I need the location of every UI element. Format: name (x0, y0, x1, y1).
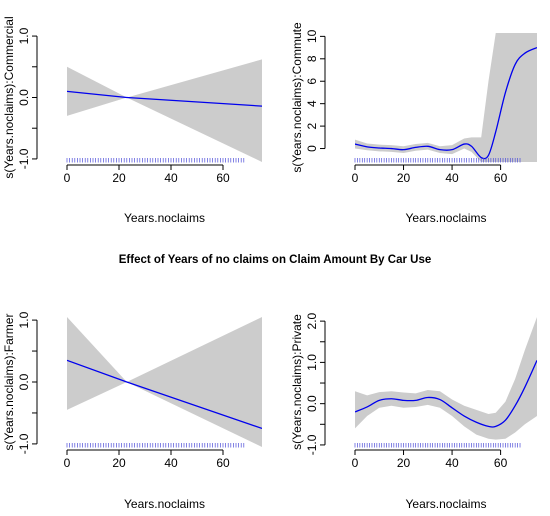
fitted-smooth-line (355, 360, 537, 428)
x-axis: 0 20 40 60 Years.noclaims (352, 164, 508, 225)
rug-marks (66, 443, 245, 448)
y-axis: -1.0 0.0 1.0 2.0s(Years.noclaims):Private (290, 312, 326, 455)
y-tick-label: 10 (305, 29, 319, 43)
x-tick-label: 40 (164, 171, 178, 185)
y-tick-label: 0.0 (17, 89, 31, 106)
rug-marks (354, 443, 521, 448)
y-tick-label: 0 (305, 145, 319, 152)
x-tick-label: 0 (64, 456, 71, 470)
y-tick-label: 0.0 (305, 395, 319, 412)
y-tick-label: -1.0 (17, 148, 31, 169)
x-tick-label: 0 (352, 456, 359, 470)
x-tick-label: 20 (112, 171, 126, 185)
x-axis-title: Years.noclaims (406, 211, 487, 225)
x-tick-label: 20 (397, 456, 411, 470)
y-tick-label: 0.0 (17, 373, 31, 390)
y-axis-title: s(Years.noclaims):Commercial (2, 16, 16, 178)
y-tick-label: 1.0 (17, 311, 31, 328)
confidence-band (355, 33, 537, 162)
x-tick-label: 20 (112, 456, 126, 470)
x-axis-title: Years.noclaims (124, 497, 205, 511)
y-tick-label: -1.0 (17, 433, 31, 454)
y-axis-title: s(Years.noclaims):Farmer (2, 314, 16, 451)
x-tick-label: 60 (494, 456, 508, 470)
y-axis: -1.0 0.0 1.0s(Years.noclaims):Farmer (2, 311, 38, 454)
x-axis: 0 20 40 60 Years.noclaims (352, 449, 508, 511)
figure-title: Effect of Years of no claims on Claim Am… (118, 254, 432, 266)
confidence-band (67, 59, 262, 162)
y-tick-label: 8 (305, 55, 319, 62)
plot-panel: 0 20 40 60 Years.noclaims -1.0 0.0 1.0s(Years.n… (2, 311, 262, 511)
y-axis-title: s(Years.noclaims):Private (290, 314, 304, 450)
rug-marks (354, 158, 521, 163)
x-axis: 0 20 40 60 Years.noclaims (64, 449, 230, 511)
x-tick-label: 40 (445, 456, 459, 470)
confidence-band (355, 317, 537, 440)
y-axis: 0 2 4 6 8 10s(Years.noclaims):Commute (290, 22, 326, 173)
x-axis: 0 20 40 60 Years.noclaims (64, 164, 230, 225)
x-axis-title: Years.noclaims (124, 211, 205, 225)
x-tick-label: 40 (164, 456, 178, 470)
x-tick-label: 60 (494, 171, 508, 185)
y-tick-label: 2 (305, 122, 319, 129)
plot-panel: 0 20 40 60 Years.noclaims -1.0 0.0 1.0 2.0s(Year… (290, 312, 537, 511)
x-tick-label: 60 (216, 456, 230, 470)
fitted-smooth-line (355, 46, 537, 160)
y-tick-label: -1.0 (305, 434, 319, 455)
x-tick-label: 20 (397, 171, 411, 185)
plot-panel: 0 20 40 60 Years.noclaims 0 2 4 6 8 10s(Years.nocl… (290, 22, 537, 225)
confidence-band (67, 317, 262, 447)
y-tick-label: 2.0 (305, 312, 319, 329)
y-tick-label: 4 (305, 100, 319, 107)
plot-panel: 0 20 40 60 Years.noclaims -1.0 0.0 1.0s(Years.n… (2, 16, 262, 225)
y-tick-label: 1.0 (305, 354, 319, 371)
x-tick-label: 0 (352, 171, 359, 185)
y-tick-label: 1.0 (17, 27, 31, 44)
fitted-smooth-line (67, 359, 262, 430)
x-tick-label: 60 (216, 171, 230, 185)
rug-marks (66, 158, 245, 163)
x-tick-label: 0 (64, 171, 71, 185)
x-tick-label: 40 (445, 171, 459, 185)
y-tick-label: 6 (305, 78, 319, 85)
x-axis-title: Years.noclaims (406, 497, 487, 511)
fitted-smooth-line (67, 90, 262, 107)
y-axis-title: s(Years.noclaims):Commute (290, 22, 304, 173)
y-axis: -1.0 0.0 1.0s(Years.noclaims):Commercial (2, 16, 38, 179)
